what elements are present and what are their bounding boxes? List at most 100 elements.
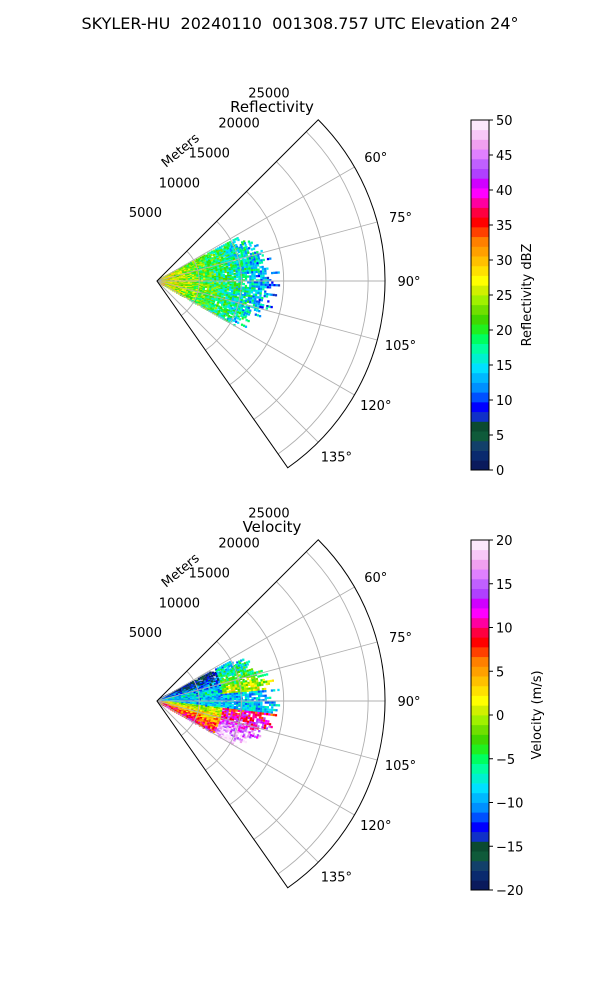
velocity-gate (257, 725, 260, 728)
velocity-gate (231, 693, 234, 696)
velocity-gate (247, 681, 250, 685)
reflectivity-gate (241, 255, 244, 258)
velocity-gate (249, 681, 252, 684)
reflectivity-gate (256, 262, 259, 265)
velocity-gate (233, 705, 236, 709)
reflectivity-gate (222, 260, 225, 264)
velocity-gate (227, 706, 230, 710)
reflectivity-gate (216, 278, 219, 281)
reflectivity-gate (261, 268, 265, 271)
velocity-gate (259, 710, 263, 713)
reflectivity-gate (271, 283, 274, 287)
reflectivity-gate (205, 264, 208, 267)
reflectivity-gate (249, 252, 253, 256)
reflectivity-gate (213, 298, 216, 301)
reflectivity-gate (263, 295, 266, 298)
reflectivity-gate (232, 263, 235, 266)
velocity-gate (215, 673, 218, 676)
velocity-gate (261, 674, 264, 677)
azimuth-tick-label: 120° (360, 399, 391, 414)
velocity-gate (225, 684, 228, 687)
reflectivity-gate (210, 259, 213, 262)
reflectivity-gate (258, 261, 261, 265)
colorbar-segment (471, 295, 489, 306)
reflectivity-gate (224, 253, 227, 257)
reflectivity-gate (240, 300, 243, 304)
reflectivity-gate (267, 300, 270, 303)
colorbar-segment (471, 304, 489, 315)
reflectivity-gate (241, 241, 244, 244)
range-tick-label: 15000 (189, 566, 230, 581)
reflectivity-gate (241, 247, 244, 250)
reflectivity-gate (222, 290, 225, 293)
reflectivity-gate (222, 312, 225, 315)
reflectivity-gate (233, 276, 237, 279)
velocity-gate (273, 689, 276, 692)
reflectivity-gate (241, 305, 244, 308)
reflectivity-gate (215, 268, 218, 271)
reflectivity-gate (271, 281, 274, 284)
range-tick-label: 20000 (218, 537, 259, 552)
velocity-gate (231, 708, 234, 712)
velocity-gate (248, 709, 252, 712)
reflectivity-gate (238, 254, 242, 257)
reflectivity-gate (213, 290, 216, 293)
velocity-gate (217, 668, 220, 671)
velocity-gate (199, 718, 202, 722)
reflectivity-gate (228, 245, 231, 248)
velocity-gate (213, 718, 216, 721)
reflectivity-gate (245, 294, 249, 297)
reflectivity-gate (241, 268, 245, 271)
velocity-gate (229, 662, 232, 665)
reflectivity-gate (224, 289, 227, 292)
reflectivity-gate (252, 297, 255, 300)
velocity-gate (214, 727, 218, 730)
range-ring (277, 131, 369, 455)
velocity-gate (236, 716, 239, 719)
reflectivity-gate (235, 303, 238, 306)
velocity-gate (254, 671, 257, 674)
velocity-gate (221, 727, 225, 730)
velocity-gate (266, 713, 269, 716)
velocity-gate (251, 730, 254, 733)
velocity-gate (236, 680, 239, 683)
reflectivity-gate (227, 243, 230, 246)
reflectivity-gate (236, 247, 239, 250)
reflectivity-gate (216, 273, 219, 276)
velocity-gate (260, 721, 263, 724)
velocity-gate (217, 680, 221, 683)
velocity-gate (219, 687, 222, 690)
velocity-gate (232, 714, 235, 717)
reflectivity-gate (234, 304, 237, 308)
reflectivity-gate (217, 260, 221, 263)
reflectivity-gate (213, 262, 216, 265)
velocity-gate (213, 723, 217, 727)
velocity-gate (217, 679, 220, 682)
velocity-gate (262, 708, 265, 711)
velocity-gate (210, 680, 214, 683)
velocity-gate (228, 729, 231, 732)
reflectivity-gate (223, 296, 226, 299)
reflectivity-gate (225, 310, 228, 313)
reflectivity-gate (269, 283, 272, 287)
reflectivity-gate (259, 303, 263, 306)
velocity-gate (227, 693, 230, 696)
velocity-gate (263, 726, 266, 729)
reflectivity-gate (213, 303, 217, 307)
velocity-gate (233, 710, 236, 714)
reflectivity-gate (248, 292, 251, 296)
velocity-gate (225, 730, 228, 733)
velocity-gate (215, 707, 219, 710)
reflectivity-gate (255, 304, 258, 307)
reflectivity-gate (244, 277, 248, 280)
velocity-gate (225, 676, 229, 679)
reflectivity-gate (203, 283, 206, 286)
velocity-gate (225, 668, 228, 671)
colorbar-segment (471, 382, 489, 393)
reflectivity-gate (234, 266, 238, 269)
velocity-gate (225, 670, 228, 673)
reflectivity-gate (232, 302, 236, 305)
reflectivity-gate (273, 284, 276, 287)
velocity-gate (220, 708, 223, 712)
reflectivity-gate (244, 273, 247, 276)
